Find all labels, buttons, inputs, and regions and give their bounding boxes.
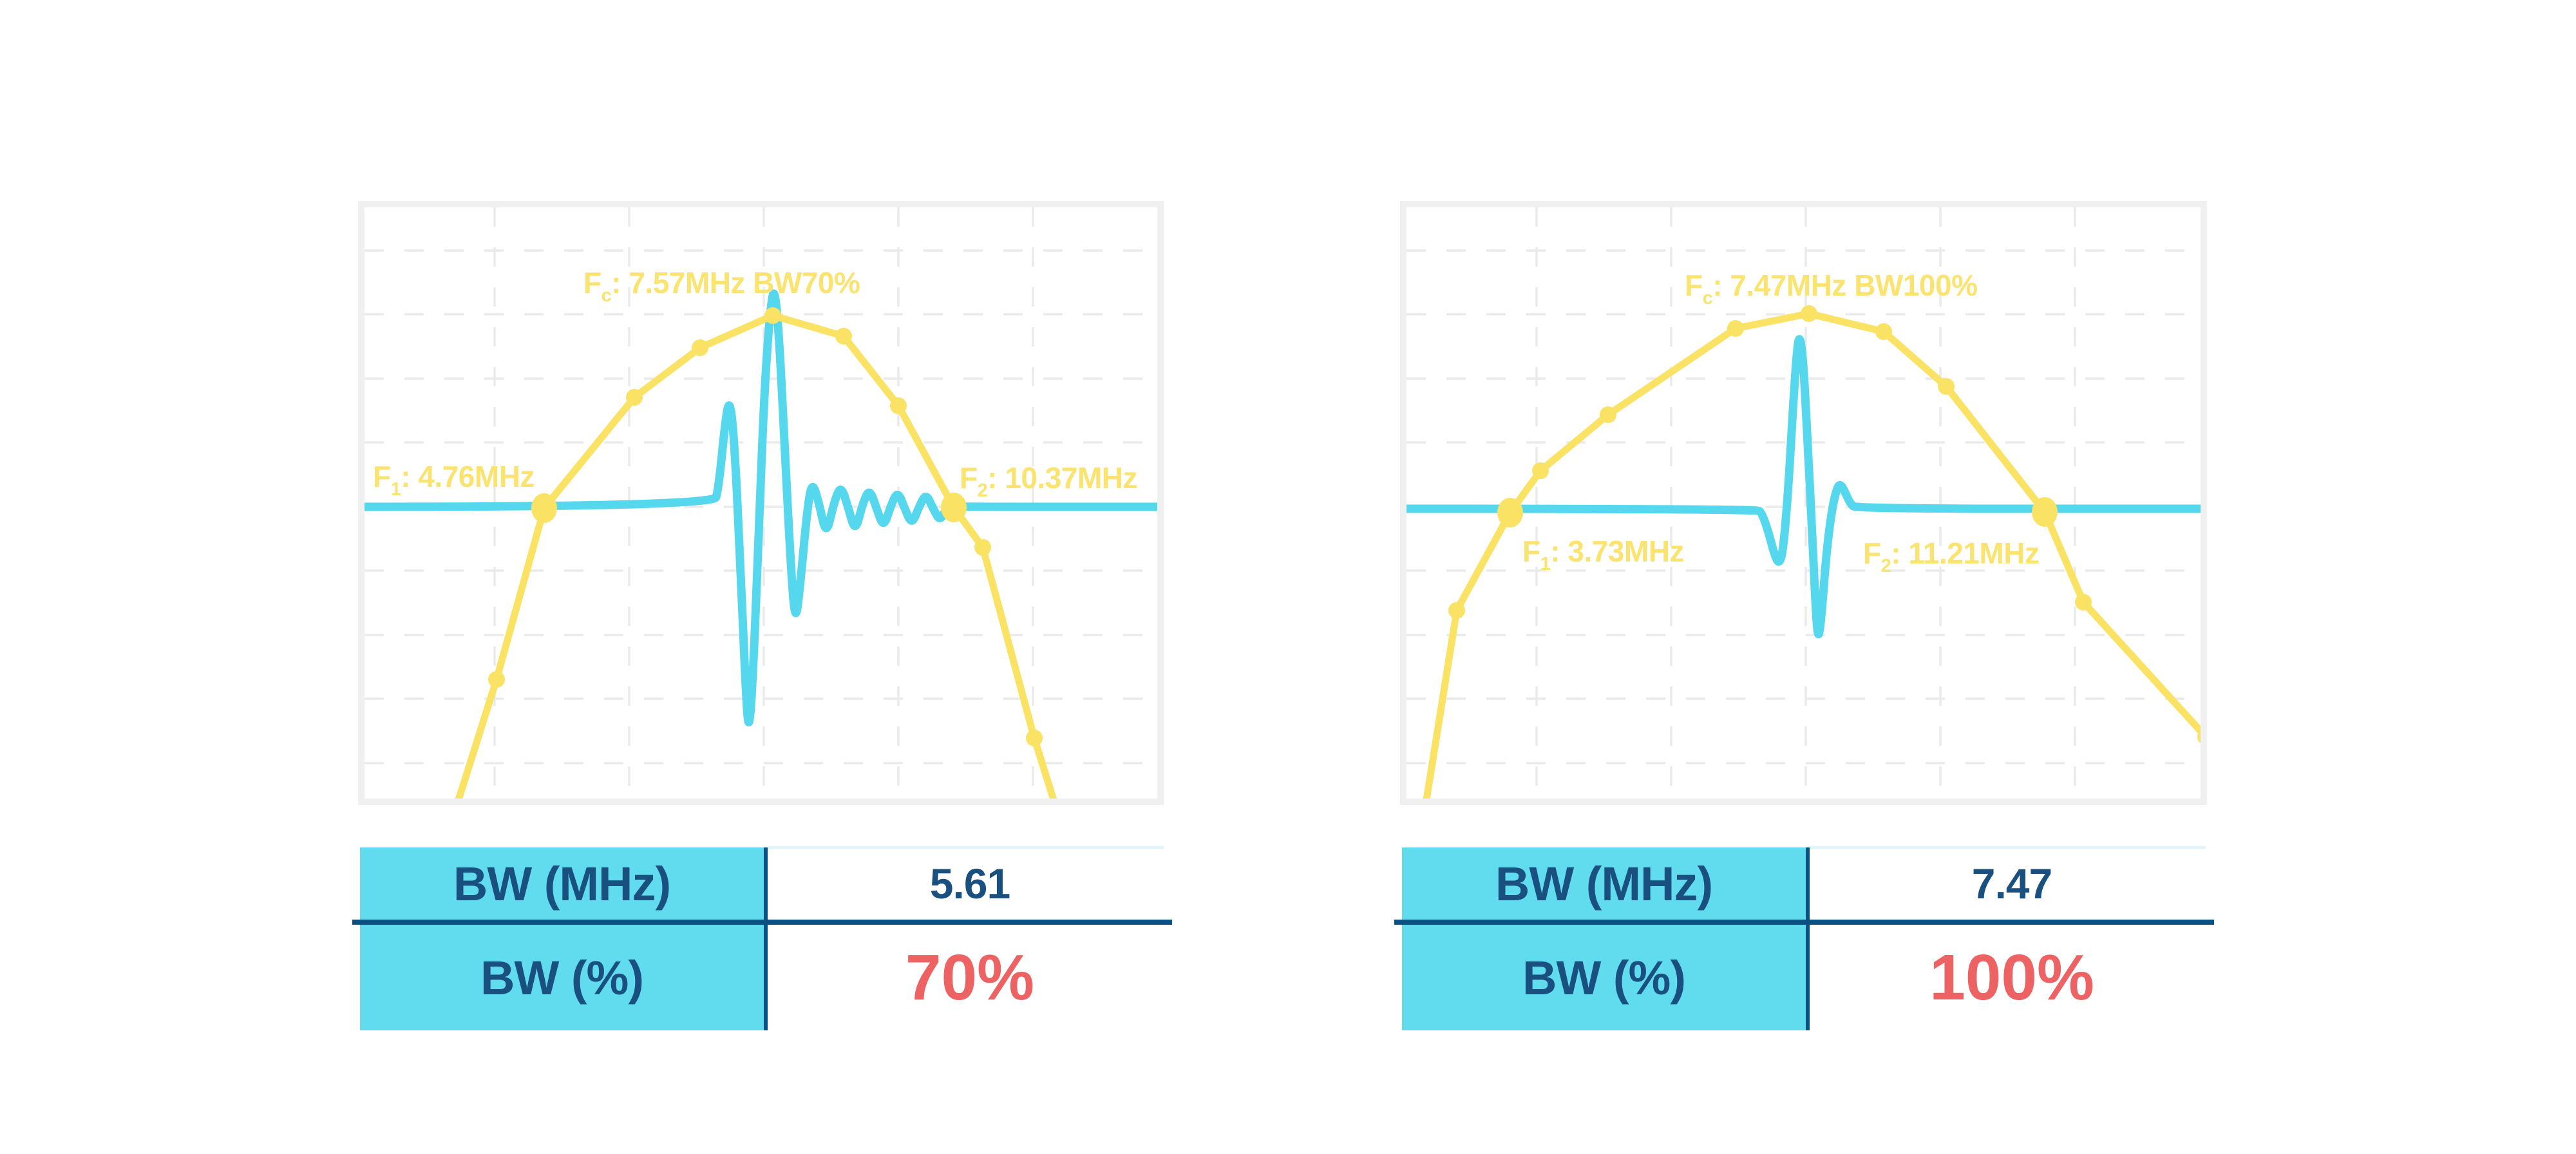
spectrum-point-dot <box>1801 305 1817 322</box>
cutoff-frequency-dot <box>531 493 557 523</box>
panel-border <box>1400 201 2207 805</box>
bandwidth-table-left: BW (MHz) 5.61 BW (%) 70% <box>352 846 1172 1033</box>
panel-border <box>358 201 1164 805</box>
table-row-divider-line <box>352 920 1172 925</box>
plot-background <box>1400 201 2207 805</box>
spectrum-point-dot <box>2075 594 2092 610</box>
bw-percent-value: 70% <box>905 941 1035 1014</box>
spectrum-point-dot <box>1026 730 1043 746</box>
bw-mhz-value: 7.47 <box>1971 860 2052 907</box>
spectrum-point-dot <box>835 328 852 345</box>
table-column-divider-line <box>1806 847 1810 1030</box>
spectrum-chart-bw70: Fc: 7.57MHz BW70% F1: 4.76MHz F2: 10.37MHz <box>358 201 1164 805</box>
spectrum-point-dot <box>692 339 708 356</box>
bw-mhz-label: BW (MHz) <box>453 856 671 911</box>
table-column-divider-line <box>764 847 768 1030</box>
spectrum-point-dot <box>890 397 907 414</box>
spectrum-point-dot <box>1875 323 1892 340</box>
fc-annotation: Fc: 7.57MHz BW70% <box>583 266 860 306</box>
cutoff-frequency-dot <box>2032 497 2058 527</box>
spectrum-point-dot <box>1600 406 1616 423</box>
f1-annotation: F1: 4.76MHz <box>373 460 535 500</box>
table-label-column-bg <box>1402 847 1806 1030</box>
table-top-border-line <box>1809 846 2206 849</box>
bw-percent-value: 100% <box>1929 941 2094 1014</box>
spectrum-point-dot <box>764 307 781 324</box>
spectrum-point-dot <box>974 539 991 556</box>
cutoff-frequency-dot <box>941 493 967 522</box>
spectrum-point-dot <box>1532 462 1549 479</box>
spectrum-line <box>455 312 1057 799</box>
f2-annotation: F2: 10.37MHz <box>960 461 1137 501</box>
table-label-column-bg <box>360 847 764 1030</box>
spectrum-point-dot <box>488 671 505 688</box>
spectrum-point-dot <box>1938 378 1955 395</box>
spectrum-point-dot <box>1448 602 1465 619</box>
spectrum-chart-bw100: Fc: 7.47MHz BW100% F1: 3.73MHz F2: 11.21MH… <box>1400 201 2207 805</box>
pulse-waveform-line <box>1406 335 2201 639</box>
bw-percent-label: BW (%) <box>1522 951 1686 1005</box>
bw-mhz-label: BW (MHz) <box>1495 856 1713 911</box>
bandwidth-table-right: BW (MHz) 7.47 BW (%) 100% <box>1394 846 2214 1033</box>
table-top-border-line <box>767 846 1164 849</box>
spectrum-point-dot <box>2197 730 2201 744</box>
spectrum-point-dot <box>626 389 643 406</box>
f1-annotation: F1: 3.73MHz <box>1522 534 1684 574</box>
pulse-waveform-line <box>365 289 1157 726</box>
bw-mhz-value: 5.61 <box>929 860 1010 907</box>
fc-annotation: Fc: 7.47MHz BW100% <box>1685 269 1977 308</box>
table-row-divider-line <box>1394 920 2214 925</box>
spectrum-line <box>1423 310 2201 799</box>
cutoff-frequency-dot <box>1497 498 1523 527</box>
gridlines <box>1406 207 2201 799</box>
bw-percent-label: BW (%) <box>480 951 644 1005</box>
f2-annotation: F2: 11.21MHz <box>1863 536 2039 576</box>
spectrum-point-dot <box>1727 320 1744 337</box>
